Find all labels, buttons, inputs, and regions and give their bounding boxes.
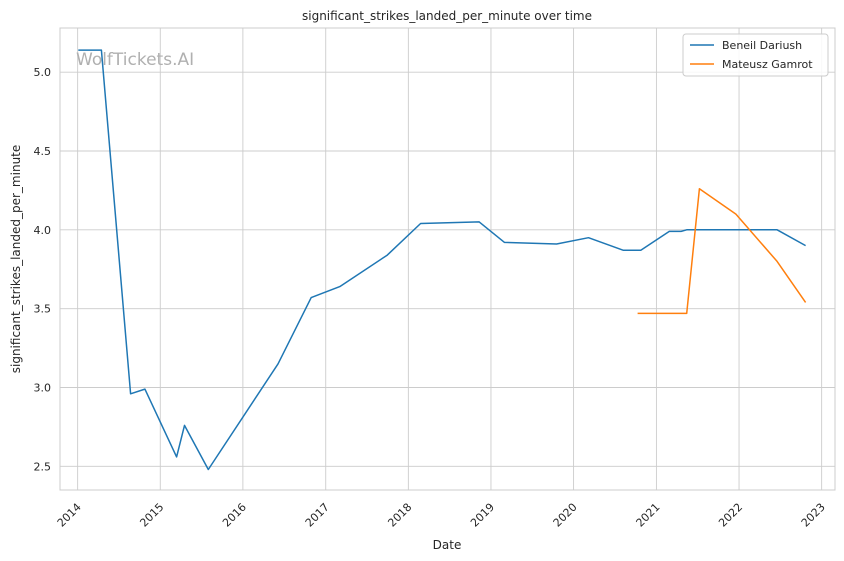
chart-title: significant_strikes_landed_per_minute ov… <box>302 9 592 23</box>
y-tick-label-1: 3.0 <box>34 382 52 395</box>
x-tick-label-2: 2016 <box>220 501 249 530</box>
series-line-0 <box>78 49 806 471</box>
series-line-1 <box>637 188 807 315</box>
y-tick-label-3: 4.0 <box>34 224 52 237</box>
x-tick-label-3: 2017 <box>303 501 332 530</box>
legend-label-1: Mateusz Gamrot <box>722 58 813 71</box>
x-tick-label-8: 2022 <box>716 501 745 530</box>
y-tick-label-5: 5.0 <box>34 66 52 79</box>
legend-box <box>682 33 829 77</box>
tick-labels: 2014 2015 2016 2017 2018 2019 2020 2021 2022 2023… <box>34 66 828 529</box>
x-tick-label-9: 2023 <box>799 501 828 530</box>
x-tick-label-1: 2015 <box>137 501 166 530</box>
x-tick-label-7: 2021 <box>634 501 663 530</box>
x-tick-label-0: 2014 <box>55 501 84 530</box>
grid <box>60 28 835 490</box>
y-tick-label-2: 3.5 <box>34 303 52 316</box>
x-axis-label: Date <box>433 538 462 552</box>
y-axis-label: significant_strikes_landed_per_minute <box>9 145 23 374</box>
series-lines <box>78 49 807 471</box>
x-tick-label-6: 2020 <box>551 501 580 530</box>
x-tick-label-4: 2018 <box>385 501 414 530</box>
watermark-text: WolfTickets.AI <box>76 50 194 70</box>
legend-label-0: Beneil Dariush <box>722 39 802 52</box>
y-tick-label-0: 2.5 <box>34 460 52 473</box>
y-tick-label-4: 4.5 <box>34 145 52 158</box>
x-tick-label-5: 2019 <box>468 501 497 530</box>
plot-frame <box>59 27 836 491</box>
legend: Beneil Dariush Mateusz Gamrot <box>682 33 829 77</box>
